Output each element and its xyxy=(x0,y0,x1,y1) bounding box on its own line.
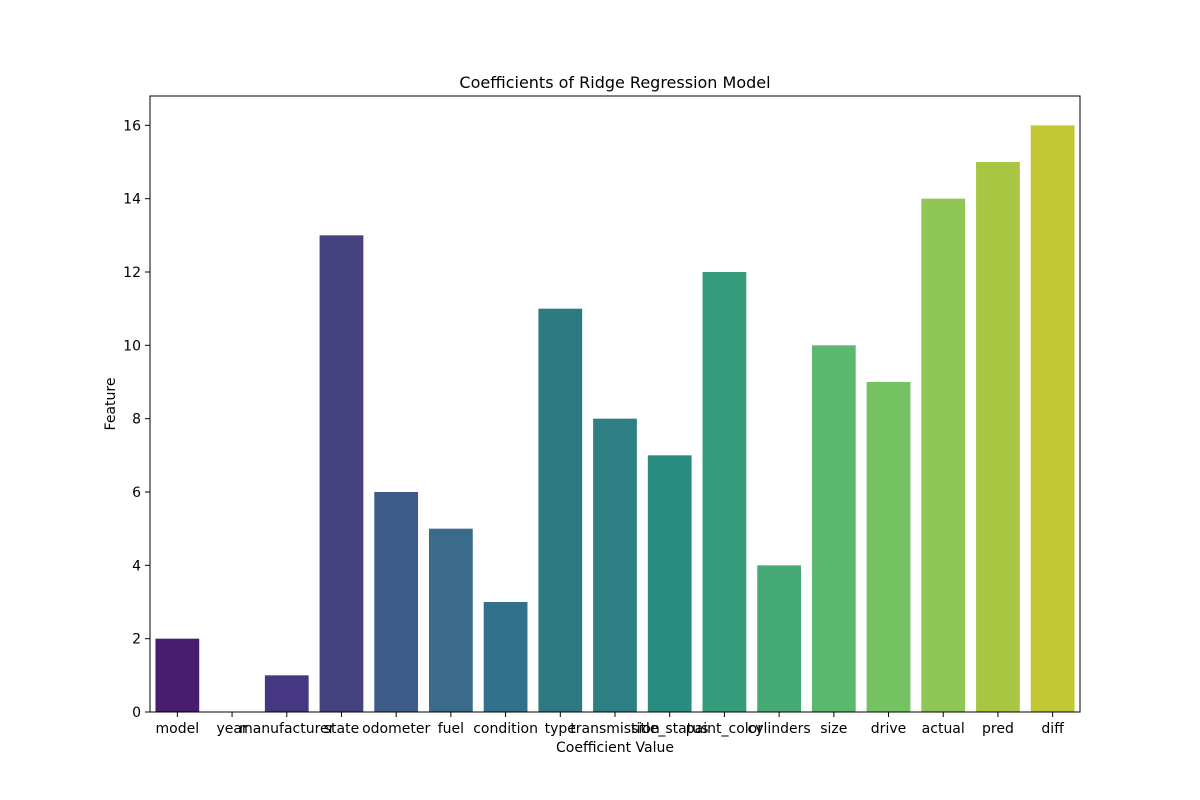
x-tick-label: paint_color xyxy=(686,721,763,737)
x-tick-label: model xyxy=(156,721,200,737)
bar-odometer xyxy=(374,492,419,712)
x-tick-label: transmission xyxy=(570,721,659,737)
x-tick-label: drive xyxy=(871,721,906,737)
x-tick-label: condition xyxy=(473,721,538,737)
y-tick-label: 0 xyxy=(132,705,141,721)
y-axis-label: Feature xyxy=(103,378,119,431)
bar-title_status xyxy=(647,455,692,712)
plot-area-frame xyxy=(149,95,1081,713)
bar-paint_color xyxy=(702,272,747,712)
y-tick-label: 8 xyxy=(132,412,141,428)
bar-pred xyxy=(976,162,1020,712)
y-tick-label: 14 xyxy=(123,192,141,208)
chart-title: Coefficients of Ridge Regression Model xyxy=(459,73,770,92)
x-tick-label: title_status xyxy=(631,721,708,737)
y-tick-label: 10 xyxy=(123,338,141,354)
bar-condition xyxy=(483,602,528,712)
bars-group xyxy=(155,125,1075,713)
bar-transmission xyxy=(593,418,637,712)
y-tick-label: 12 xyxy=(123,265,141,281)
x-tick-label: manufacturer xyxy=(239,721,335,737)
bar-state xyxy=(319,235,364,712)
bar-actual xyxy=(921,198,966,713)
bar-manufacturer xyxy=(264,675,309,712)
bar-cylinders xyxy=(757,565,801,712)
x-tick-label: actual xyxy=(922,721,965,737)
bar-type xyxy=(538,308,583,712)
x-tick-label: size xyxy=(820,721,847,737)
x-axis-label: Coefficient Value xyxy=(556,740,674,756)
x-tick-label: odometer xyxy=(362,721,430,737)
x-tick-label: pred xyxy=(982,721,1014,737)
x-tick-label: year xyxy=(216,721,247,737)
y-tick-label: 2 xyxy=(132,632,141,648)
x-tick-label: fuel xyxy=(438,721,464,737)
y-axis-ticks: 0 2 4 6 8 10 12 14 16 xyxy=(123,118,150,721)
bar-diff xyxy=(1030,125,1075,712)
y-tick-label: 6 xyxy=(132,485,141,501)
x-tick-label: type xyxy=(545,721,576,737)
bar-size xyxy=(811,345,856,712)
x-tick-label: cylinders xyxy=(748,721,811,737)
x-tick-label: diff xyxy=(1041,721,1064,737)
bar-model xyxy=(155,638,200,712)
bar-drive xyxy=(866,382,911,712)
bar-fuel xyxy=(429,528,473,712)
x-tick-label: state xyxy=(324,721,359,737)
y-tick-label: 4 xyxy=(132,558,141,574)
y-tick-label: 16 xyxy=(123,118,141,134)
